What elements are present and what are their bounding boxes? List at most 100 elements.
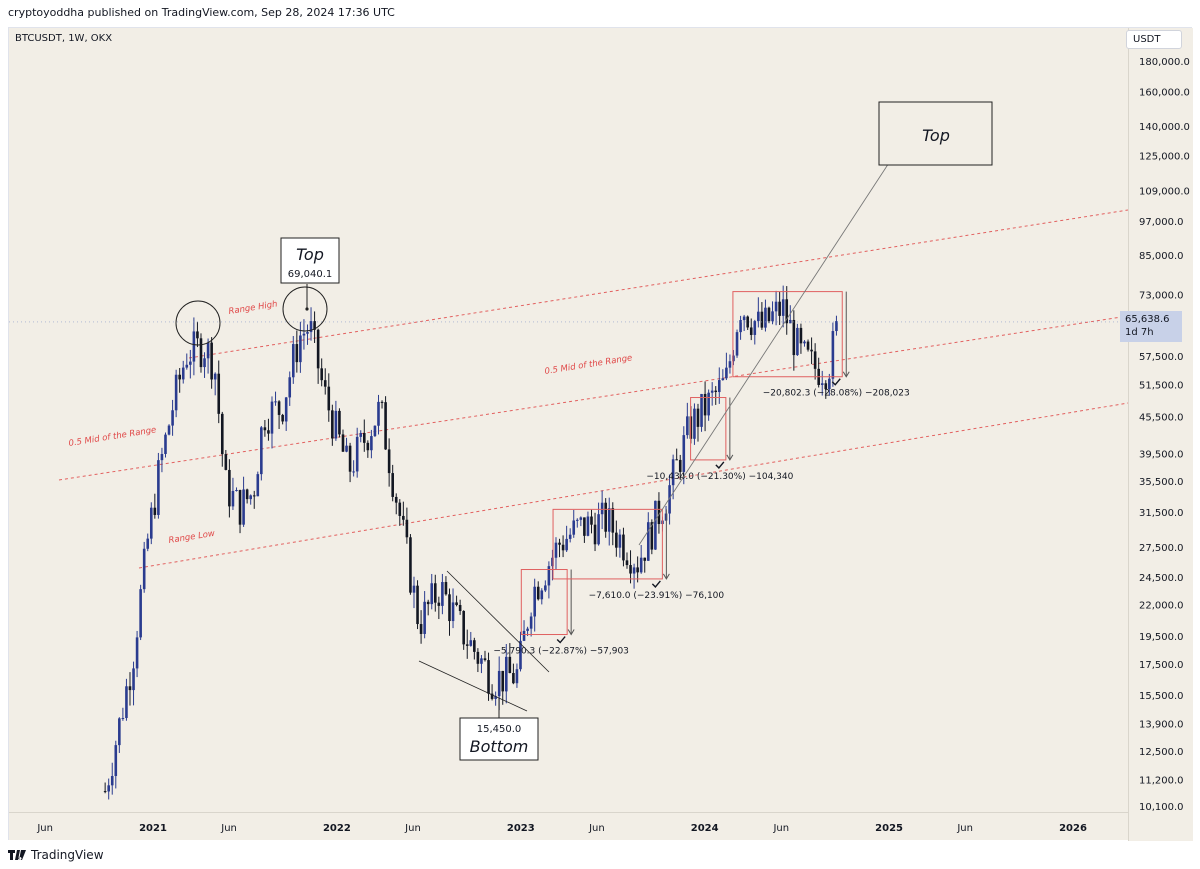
candle-body bbox=[231, 490, 235, 507]
candle bbox=[235, 487, 238, 492]
candle bbox=[575, 518, 579, 528]
candle-body bbox=[331, 410, 334, 439]
candle bbox=[611, 502, 615, 546]
candle-body bbox=[121, 717, 125, 719]
candle-body bbox=[394, 496, 398, 503]
candle-body bbox=[799, 327, 803, 344]
candle bbox=[313, 311, 316, 343]
candle-body bbox=[788, 319, 792, 324]
candle-body bbox=[547, 566, 551, 586]
candle bbox=[515, 663, 519, 688]
candle bbox=[558, 538, 561, 558]
mid-range-line bbox=[58, 315, 1128, 481]
range-box bbox=[552, 508, 663, 580]
price-axis[interactable]: 180,000.0 160,000.0 140,000.0 125,000.0 109,… bbox=[1128, 28, 1193, 841]
candle bbox=[189, 349, 192, 379]
projected-top-label: Top bbox=[922, 126, 950, 145]
price-tick-label: 73,000.0 bbox=[1139, 290, 1184, 301]
candle bbox=[323, 368, 327, 395]
candle-body bbox=[728, 361, 732, 368]
candle bbox=[746, 315, 749, 330]
candle-body bbox=[828, 378, 831, 390]
candle-body bbox=[455, 602, 458, 606]
candle-body bbox=[284, 397, 288, 422]
candle bbox=[384, 396, 387, 450]
tradingview-footer[interactable]: TradingView bbox=[8, 848, 104, 862]
candle bbox=[643, 557, 647, 573]
candle-body bbox=[806, 341, 810, 350]
candle-body bbox=[682, 435, 686, 472]
candle bbox=[483, 650, 487, 662]
publisher-header: cryptoyoddha published on TradingView.co… bbox=[8, 6, 395, 19]
candle bbox=[551, 549, 554, 581]
candle-body bbox=[196, 331, 199, 339]
candle-body bbox=[210, 342, 213, 380]
candle bbox=[675, 448, 678, 461]
range-box bbox=[520, 569, 568, 636]
candle-body bbox=[593, 524, 597, 545]
candle-body bbox=[757, 311, 760, 322]
candle-body bbox=[774, 301, 778, 312]
candle bbox=[710, 382, 714, 406]
top-callout-box bbox=[280, 237, 340, 284]
candle-body bbox=[359, 432, 363, 437]
candle-body bbox=[135, 637, 139, 669]
bar-countdown: 1d 7h bbox=[1125, 327, 1154, 338]
candle-body bbox=[590, 516, 593, 525]
candle bbox=[373, 425, 377, 438]
candle bbox=[508, 643, 512, 674]
candle-body bbox=[373, 425, 377, 437]
candle-body bbox=[185, 364, 189, 368]
candle bbox=[398, 499, 402, 526]
candle-body bbox=[710, 390, 714, 393]
candle-body bbox=[586, 516, 590, 536]
candle-body bbox=[451, 602, 455, 622]
candle bbox=[260, 425, 263, 481]
candle bbox=[561, 535, 565, 558]
candle bbox=[437, 596, 441, 620]
candle bbox=[142, 541, 146, 593]
price-chart[interactable]: −5,790.3 (−22.87%) −57,903 −7,610.0 (−23.… bbox=[9, 28, 1128, 812]
candle-body bbox=[320, 368, 323, 381]
candle-body bbox=[618, 534, 622, 548]
candle bbox=[224, 450, 228, 471]
candle-body bbox=[508, 656, 512, 674]
candle-body bbox=[245, 489, 249, 500]
projected-top-box bbox=[878, 101, 993, 166]
candle-body bbox=[362, 432, 366, 443]
chart-frame[interactable]: −5,790.3 (−22.87%) −57,903 −7,610.0 (−23.… bbox=[8, 27, 1193, 841]
price-tick-label: 109,000.0 bbox=[1139, 187, 1190, 198]
candle-body bbox=[504, 656, 508, 692]
candle-body bbox=[238, 490, 242, 525]
candle-body bbox=[600, 502, 604, 515]
candle-body bbox=[785, 299, 789, 324]
price-tick-label: 39,500.0 bbox=[1139, 449, 1184, 460]
candle bbox=[458, 599, 462, 615]
candle-body bbox=[419, 624, 423, 634]
price-tick-label: 51,500.0 bbox=[1139, 381, 1184, 392]
candle bbox=[149, 502, 153, 545]
candle bbox=[565, 525, 568, 552]
candle bbox=[512, 663, 515, 685]
candle-body bbox=[341, 434, 345, 452]
candle bbox=[465, 629, 469, 659]
candle-body bbox=[735, 332, 739, 356]
price-tick-label: 85,000.0 bbox=[1139, 251, 1184, 262]
time-axis[interactable]: Jun 2021 Jun 2022 Jun 2023 Jun 2024 Jun 2025 Jun 20… bbox=[9, 812, 1128, 840]
candle-body bbox=[494, 696, 497, 699]
candle-body bbox=[199, 338, 203, 368]
candle bbox=[288, 371, 292, 406]
candle-body bbox=[717, 380, 721, 393]
mid-range-label-right: 0.5 Mid of the Range bbox=[544, 353, 633, 377]
currency-selector[interactable]: USDT bbox=[1126, 30, 1182, 49]
candle-body bbox=[501, 670, 505, 692]
candle-body bbox=[835, 321, 838, 332]
candle-body bbox=[813, 351, 817, 369]
candle-body bbox=[412, 585, 416, 593]
wedge-lower-line bbox=[418, 660, 528, 712]
candle-body bbox=[423, 601, 426, 634]
time-tick-label: Jun bbox=[588, 823, 605, 834]
candle bbox=[206, 338, 210, 374]
candle bbox=[632, 563, 636, 589]
last-price-value: 65,638.6 bbox=[1125, 314, 1170, 325]
